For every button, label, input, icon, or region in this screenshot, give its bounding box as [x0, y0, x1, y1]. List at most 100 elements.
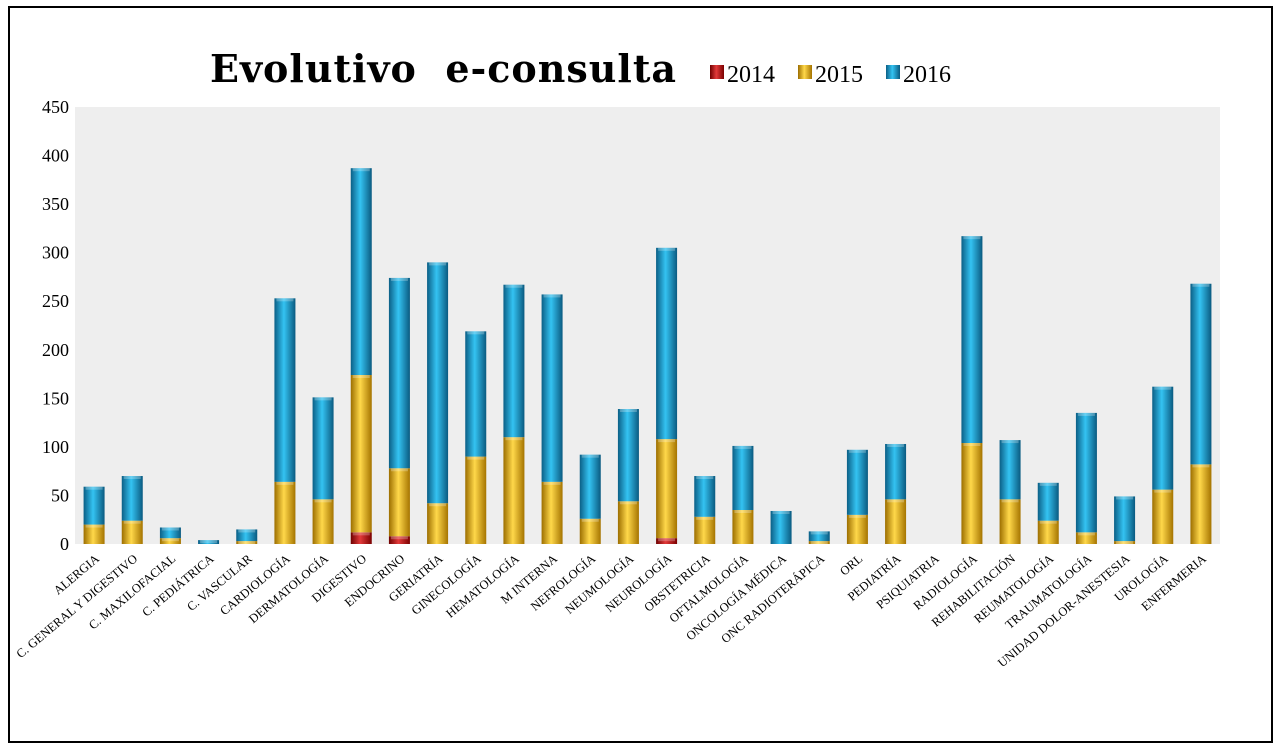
legend-label-2016: 2016 [903, 62, 951, 88]
y-axis: 0 50 100 150 200 250 300 350 400 450 [42, 97, 69, 554]
bar-2016 [1075, 412, 1097, 533]
bar-bevel [619, 501, 637, 505]
bar-bevel [887, 443, 905, 447]
y-tick-label: 100 [42, 437, 69, 457]
legend-label-2015: 2015 [815, 62, 863, 88]
bar-bevel [467, 331, 485, 335]
bar-bevel [85, 524, 103, 528]
bar-bevel [314, 499, 332, 503]
bar-bevel [85, 486, 103, 490]
chart-title: Evolutivo e-consulta [210, 46, 677, 91]
bar-bevel [1154, 386, 1172, 390]
bar-bevel [390, 468, 408, 472]
y-tick-label: 300 [42, 243, 69, 263]
legend-swatch-2014 [710, 65, 724, 79]
bar-bevel [848, 514, 866, 518]
y-tick-label: 350 [42, 194, 69, 214]
bar-bevel [772, 510, 790, 514]
bar-bevel [963, 236, 981, 240]
bar-2015 [1114, 541, 1136, 544]
bar-2015 [1152, 489, 1174, 544]
bar-bevel [161, 538, 179, 542]
x-category-label: ORL [837, 552, 865, 579]
bar-bevel [543, 294, 561, 298]
bar-2016 [541, 294, 563, 482]
bar-bevel [734, 510, 752, 514]
y-tick-label: 150 [42, 388, 69, 408]
bar-2015 [274, 481, 296, 544]
bar-bevel [1116, 541, 1134, 544]
bar-bevel [1077, 532, 1095, 536]
bar-bevel [314, 397, 332, 401]
x-category-label: NEUROLOGÍA [603, 552, 675, 615]
bar-2015 [1190, 464, 1212, 544]
bars [83, 168, 1212, 544]
bar-bevel [505, 284, 523, 288]
bar-2016 [274, 298, 296, 482]
y-tick-label: 50 [51, 485, 69, 505]
bar-bevel [1039, 482, 1057, 486]
bar-2016 [236, 529, 258, 542]
legend-swatch-2015 [798, 65, 812, 79]
bar-2015 [732, 510, 754, 544]
bar-2015 [1037, 520, 1059, 544]
bar-bevel [581, 454, 599, 458]
bar-2015 [312, 499, 334, 544]
bar-2016 [961, 236, 983, 444]
legend-label-2014: 2014 [727, 62, 775, 88]
bar-2016 [350, 168, 372, 376]
chart-frame: Evolutivo e-consulta 2014 2015 2016 0 50 100… [8, 6, 1273, 743]
bar-bevel [352, 532, 370, 536]
bar-bevel [161, 527, 179, 531]
bar-bevel [276, 481, 294, 485]
y-tick-label: 400 [42, 146, 69, 166]
bar-bevel [658, 538, 676, 542]
bar-2015 [617, 501, 639, 544]
bar-bevel [810, 541, 828, 544]
bar-bevel [238, 529, 256, 533]
bar-2016 [503, 284, 525, 438]
bar-2015 [236, 541, 258, 544]
bar-2016 [846, 449, 868, 515]
bar-bevel [390, 536, 408, 540]
bar-2016 [770, 510, 792, 544]
bar-2016 [83, 486, 105, 525]
bar-bevel [1192, 283, 1210, 287]
bar-2016 [617, 409, 639, 502]
bar-2016 [656, 247, 678, 440]
bar-bevel [238, 541, 256, 544]
y-tick-label: 200 [42, 340, 69, 360]
bar-bevel [1192, 464, 1210, 468]
bar-bevel [963, 443, 981, 446]
bar-2015 [121, 520, 143, 544]
bar-bevel [429, 503, 447, 507]
bar-bevel [581, 518, 599, 522]
bar-2016 [1114, 496, 1136, 542]
bar-2016 [121, 476, 143, 521]
bar-bevel [352, 375, 370, 379]
bar-bevel [810, 531, 828, 535]
bar-2015 [427, 503, 449, 544]
bar-bevel [1116, 496, 1134, 500]
bar-2015 [579, 518, 601, 544]
bar-2015 [465, 456, 487, 544]
bar-2016 [427, 262, 449, 504]
bar-bevel [848, 449, 866, 453]
bar-2016 [1037, 482, 1059, 521]
bar-2014 [656, 538, 678, 544]
bar-2015 [159, 538, 181, 544]
bar-2014 [350, 532, 372, 544]
bar-2015 [83, 524, 105, 544]
bar-2016 [312, 397, 334, 500]
plot-area [75, 107, 1220, 544]
bar-bevel [696, 516, 714, 520]
bar-2016 [999, 440, 1021, 500]
bar-2014 [388, 536, 410, 544]
bar-2016 [694, 476, 716, 517]
bar-bevel [123, 520, 141, 524]
bar-2015 [350, 375, 372, 533]
bar-2015 [694, 516, 716, 544]
bar-bevel [429, 262, 447, 266]
bar-2016 [465, 331, 487, 457]
bar-bevel [543, 481, 561, 485]
